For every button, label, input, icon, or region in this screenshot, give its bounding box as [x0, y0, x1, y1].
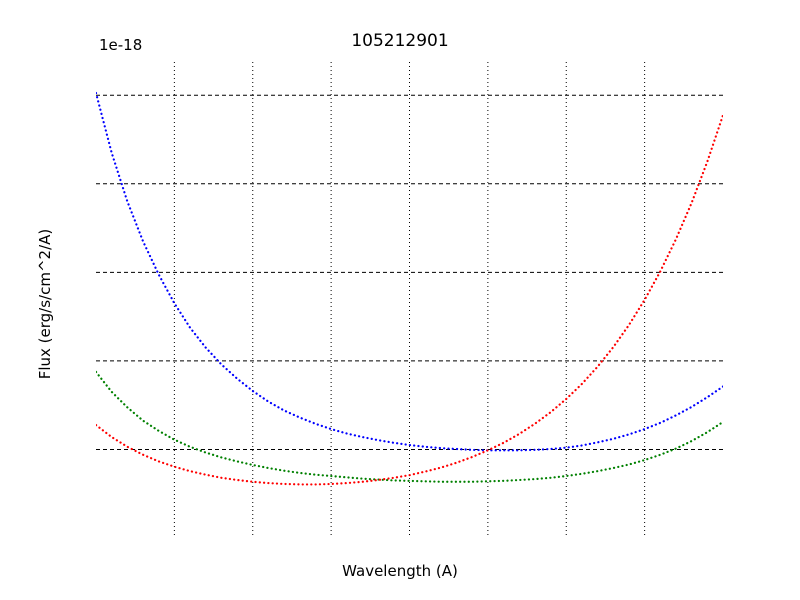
y-axis-offset-text: 1e-18 — [99, 36, 143, 54]
y-axis-label: Flux (erg/s/cm^2/A) — [36, 228, 54, 380]
trend-line-134 — [96, 114, 723, 486]
x-axis-label: Wavelength (A) — [342, 562, 458, 580]
trend-line-065 — [96, 370, 723, 483]
chart-title: 105212901 — [351, 31, 449, 51]
trend-line-050 — [96, 91, 723, 452]
data-layer — [96, 91, 723, 486]
